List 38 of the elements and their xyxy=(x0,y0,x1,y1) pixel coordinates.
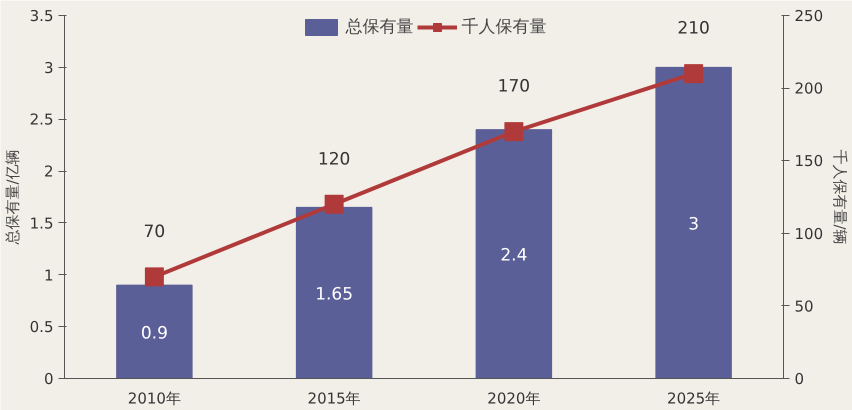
x-tick-label: 2010年 xyxy=(128,390,181,408)
y2-axis-title: 千人保有量/辆 xyxy=(831,149,850,245)
point xyxy=(324,194,344,214)
y-tick-label: 3.5 xyxy=(30,7,54,25)
y-tick-label: 1 xyxy=(44,266,54,284)
legend-label: 千人保有量 xyxy=(462,16,546,38)
x-tick-label: 2020年 xyxy=(487,390,540,408)
bar xyxy=(296,206,372,378)
x-tick-label: 2015年 xyxy=(308,390,361,408)
data-label: 3 xyxy=(688,214,700,234)
bar xyxy=(655,66,732,378)
data-label: 120 xyxy=(318,149,350,170)
y-tick-label: 2.5 xyxy=(30,110,54,129)
y2-tick-label: 250 xyxy=(794,7,824,25)
data-label: 210 xyxy=(677,18,710,39)
data-label: 170 xyxy=(498,76,530,97)
y-tick-label: 0.5 xyxy=(30,318,54,336)
y-axis-title: 总保有量/亿辆 xyxy=(4,149,22,246)
legend-label: 总保有量 xyxy=(346,16,414,38)
y-tick-label: 2 xyxy=(44,162,54,181)
data-label: 1.65 xyxy=(315,284,354,304)
y2-tick-label: 0 xyxy=(794,370,804,388)
data-label: 0.9 xyxy=(140,323,168,344)
y2-tick-label: 150 xyxy=(794,152,824,170)
y-tick-label: 3 xyxy=(44,58,54,77)
y2-tick-label: 100 xyxy=(794,224,824,243)
y-tick-label: 0 xyxy=(44,370,54,388)
y2-tick-label: 50 xyxy=(794,297,814,316)
point xyxy=(504,122,524,142)
y-tick-label: 1.5 xyxy=(30,214,54,232)
point xyxy=(684,64,704,84)
point xyxy=(144,267,164,286)
bar xyxy=(476,129,552,378)
data-label: 2.4 xyxy=(500,246,528,266)
bar xyxy=(116,284,193,378)
data-label: 70 xyxy=(144,222,166,242)
y2-tick-label: 200 xyxy=(794,80,824,98)
x-tick-label: 2025年 xyxy=(667,390,720,408)
